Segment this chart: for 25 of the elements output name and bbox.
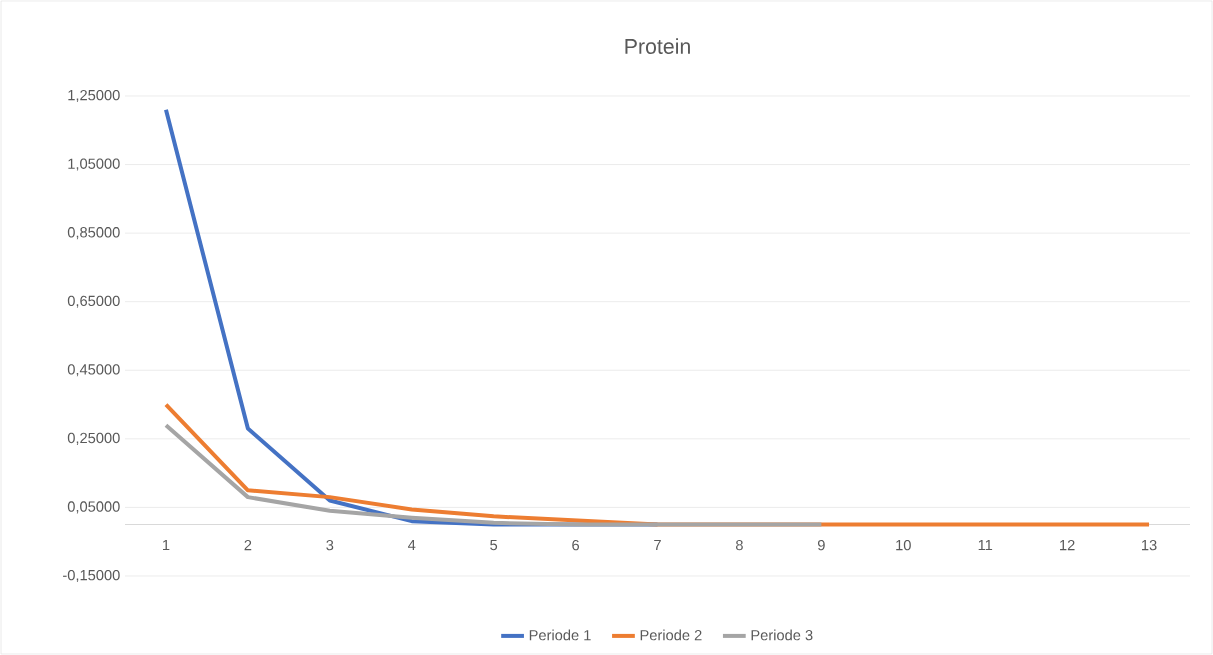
y-tick-label: 1,25000 bbox=[68, 89, 120, 103]
legend-label: Periode 1 bbox=[529, 629, 591, 641]
x-tick-label: 2 bbox=[244, 539, 252, 551]
chart-title: Protein bbox=[625, 38, 690, 54]
y-tick-label: 0,65000 bbox=[67, 295, 120, 308]
y-tick-label: 1,05000 bbox=[68, 158, 120, 171]
y-tick-label: 0,85000 bbox=[67, 227, 120, 240]
x-tick-label: 4 bbox=[407, 539, 416, 551]
y-tick-label: 0,05000 bbox=[67, 501, 120, 514]
x-tick-label: 6 bbox=[572, 539, 580, 551]
x-tick-label: 5 bbox=[490, 539, 498, 551]
y-tick-label: 0,25000 bbox=[67, 432, 120, 445]
y-tick-label: -0,15000 bbox=[63, 569, 120, 583]
x-tick-label: 13 bbox=[1142, 539, 1157, 551]
x-tick-label: 8 bbox=[735, 539, 743, 551]
x-tick-label: 9 bbox=[817, 539, 825, 551]
x-tick-label: 3 bbox=[326, 539, 334, 551]
x-tick-label: 11 bbox=[978, 539, 993, 551]
legend-label: Periode 3 bbox=[751, 629, 813, 641]
x-tick-label: 10 bbox=[896, 539, 911, 551]
x-tick-label: 12 bbox=[1060, 539, 1075, 551]
x-tick-label: 7 bbox=[654, 539, 661, 551]
legend-label: Periode 2 bbox=[640, 629, 702, 641]
y-tick-label: 0,45000 bbox=[67, 364, 120, 377]
x-tick-label: 1 bbox=[163, 539, 170, 551]
